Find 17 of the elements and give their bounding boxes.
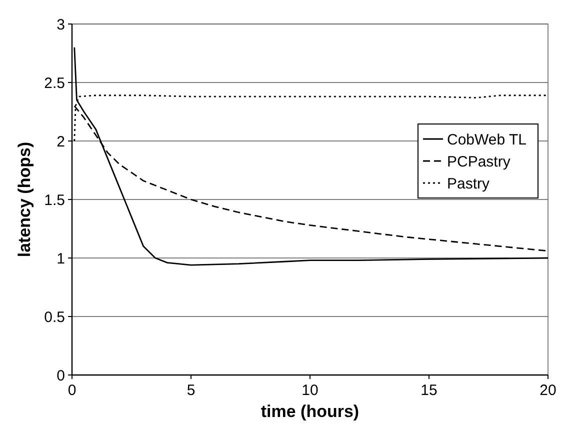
y-tick-label: 0.5 — [44, 308, 65, 326]
x-tick-label: 10 — [302, 382, 318, 399]
y-tick-label: 2.5 — [44, 74, 65, 92]
x-tick-label: 0 — [68, 382, 76, 399]
x-tick-label: 20 — [540, 382, 556, 399]
legend-label: Pastry — [447, 175, 490, 192]
y-tick-label: 1 — [56, 250, 65, 268]
x-tick-label: 5 — [186, 382, 196, 399]
y-tick-label: 0 — [56, 367, 65, 384]
x-tick-label: 15 — [420, 382, 438, 399]
y-tick-label: 2 — [56, 133, 65, 150]
y-tick-label: 1.5 — [44, 192, 65, 209]
x-axis-title: time (hours) — [260, 402, 360, 421]
legend-label: CobWeb TL — [447, 131, 526, 148]
legend-label: PCPastry — [447, 153, 511, 170]
y-tick-label: 3 — [56, 16, 65, 34]
y-axis-title: latency (hops) — [15, 142, 34, 258]
